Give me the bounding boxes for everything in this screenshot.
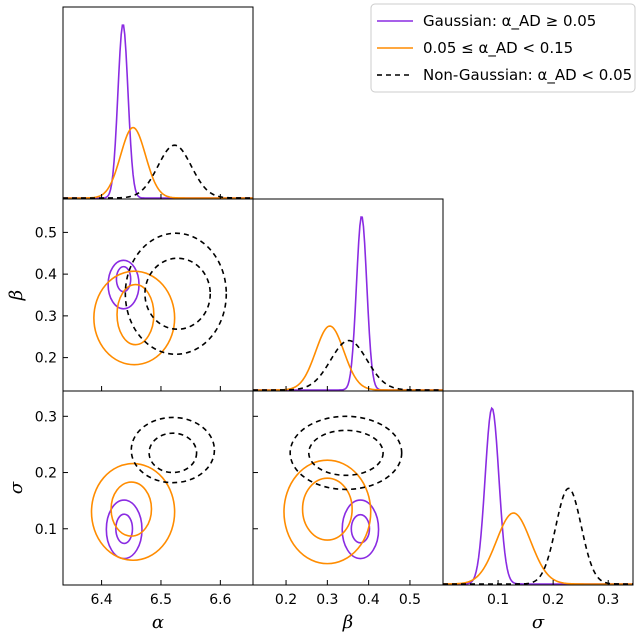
x-tick-label-beta: 0.2 [275, 592, 297, 608]
marginal-panel-sigma: 0.1 0.2 0.3 [442, 390, 634, 608]
x-tick-label-sigma: 0.3 [597, 592, 619, 608]
density-curve-nongaussian-alpha [63, 144, 253, 199]
plot-area [443, 406, 633, 585]
y-tick-label-beta: 0.5 [35, 225, 57, 241]
x-tick-label-alpha: 6.5 [150, 592, 172, 608]
plot-area [93, 232, 228, 366]
x-axis-label-beta: β [342, 612, 353, 633]
contour-nongaussian-beta_sigma-level-1 [289, 415, 403, 491]
y-tick-label-beta: 0.2 [35, 351, 57, 367]
contour-nongaussian-alpha_sigma-level-1 [130, 416, 216, 484]
contour-gaussian-beta_sigma-level-2 [350, 513, 371, 544]
panel-frame [62, 198, 254, 392]
contour-mid-alpha_sigma-level-2 [110, 481, 153, 537]
panel-frame [442, 390, 634, 586]
x-tick-label-beta: 0.5 [399, 592, 421, 608]
legend-label-mid: 0.05 ≤ α_AD < 0.15 [423, 39, 573, 58]
y-axis-label-sigma: σ [6, 481, 27, 494]
marginal-panel-beta [252, 198, 444, 392]
y-tick-label-sigma: 0.1 [35, 522, 57, 538]
density-curve-nongaussian-sigma [443, 487, 633, 585]
x-tick-label-sigma: 0.2 [542, 592, 564, 608]
legend-label-gaussian: Gaussian: α_AD ≥ 0.05 [423, 12, 596, 31]
contour-mid-alpha_sigma-level-1 [90, 462, 176, 562]
panel-frame [62, 6, 254, 200]
contour-panel-alpha_beta: 0.2 0.3 0.4 0.5 [35, 198, 254, 392]
x-tick-label-alpha: 6.6 [209, 592, 231, 608]
contour-gaussian-alpha_sigma-level-2 [115, 513, 134, 545]
contour-nongaussian-alpha_beta-level-2 [144, 257, 212, 331]
y-tick-label-sigma: 0.2 [35, 466, 57, 482]
contour-mid-alpha_beta-level-2 [116, 283, 155, 346]
y-tick-label-sigma: 0.3 [35, 409, 57, 425]
x-tick-label-beta: 0.4 [358, 592, 380, 608]
x-axis-label-alpha: α [152, 612, 164, 633]
plot-area [63, 24, 253, 199]
x-tick-label-beta: 0.3 [316, 592, 338, 608]
panel-frame [252, 390, 444, 586]
contour-mid-beta_sigma-level-1 [283, 459, 372, 565]
contour-gaussian-alpha_beta-level-2 [115, 265, 132, 293]
legend: Gaussian: α_AD ≥ 0.05 0.05 ≤ α_AD < 0.15 N… [370, 3, 636, 93]
y-tick-label-beta: 0.3 [35, 309, 57, 325]
x-tick-label-alpha: 6.4 [90, 592, 112, 608]
density-curve-mid-alpha [63, 126, 253, 199]
contour-nongaussian-alpha_sigma-level-2 [148, 432, 198, 474]
density-curve-nongaussian-beta [253, 339, 443, 391]
plot-area [283, 415, 403, 565]
legend-frame [370, 3, 636, 93]
panel-frame [62, 390, 254, 586]
contour-mid-alpha_beta-level-1 [93, 270, 176, 366]
density-curve-gaussian-alpha [63, 24, 253, 199]
x-axis-label-sigma: σ [532, 612, 545, 633]
density-curve-mid-beta [253, 325, 443, 391]
contour-mid-beta_sigma-level-2 [301, 477, 353, 541]
marginal-panel-alpha [62, 6, 254, 200]
y-tick-label-beta: 0.4 [35, 267, 57, 283]
density-curve-mid-sigma [443, 512, 633, 585]
contour-panel-alpha_sigma: 6.4 6.5 6.6 0.1 0.2 0.3 [35, 390, 254, 608]
y-axis-label-beta: β [6, 290, 27, 301]
contour-panel-beta_sigma: 0.2 0.3 0.4 0.5 [252, 390, 444, 608]
plot-area [90, 416, 216, 562]
contour-gaussian-beta_sigma-level-1 [341, 499, 380, 560]
legend-label-nongaussian: Non-Gaussian: α_AD < 0.05 [423, 66, 632, 85]
plot-area [253, 216, 443, 391]
contour-nongaussian-beta_sigma-level-2 [307, 429, 384, 477]
x-tick-label-sigma: 0.1 [487, 592, 509, 608]
contour-nongaussian-alpha_beta-level-1 [124, 232, 228, 356]
